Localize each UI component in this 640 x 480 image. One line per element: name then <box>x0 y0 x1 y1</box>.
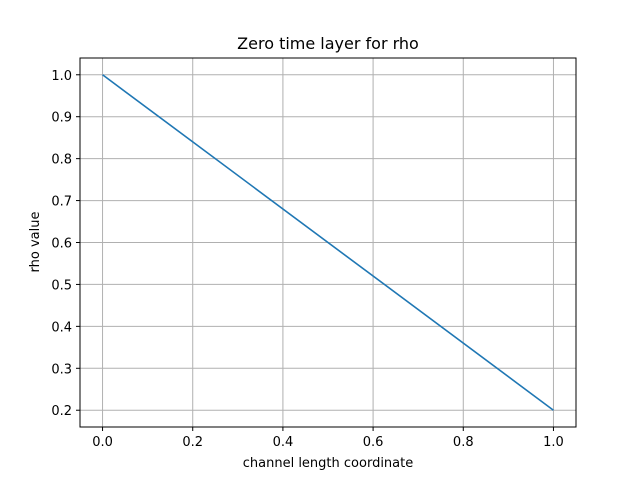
y-tick-label: 1.0 <box>51 69 72 84</box>
x-tick-label: 1.0 <box>543 435 564 450</box>
y-axis-label: rho value <box>28 212 43 273</box>
y-tick-label: 0.9 <box>51 111 72 126</box>
x-tick-label: 0.2 <box>182 435 203 450</box>
y-tick-label: 0.8 <box>51 153 72 168</box>
y-tick-label: 0.4 <box>51 320 72 335</box>
axis-ticks: 0.0 0.2 0.4 0.6 0.8 1.0 0.2 0.3 0.4 0.5 0.6 0.7 0.8 0… <box>51 69 563 450</box>
x-tick-label: 0.4 <box>273 435 294 450</box>
y-tick-label: 0.7 <box>51 195 72 210</box>
y-tick-label: 0.6 <box>51 237 72 252</box>
x-axis-label: channel length coordinate <box>243 456 413 471</box>
y-tick-label: 0.5 <box>51 278 72 293</box>
series-layer <box>102 74 554 411</box>
y-tick-label: 0.2 <box>51 404 72 419</box>
y-tick-label: 0.3 <box>51 362 72 377</box>
x-tick-label: 0.8 <box>453 435 474 450</box>
series-line <box>102 74 554 411</box>
x-tick-label: 0.6 <box>363 435 384 450</box>
chart-title: Zero time layer for rho <box>237 34 419 53</box>
x-tick-label: 0.0 <box>92 435 113 450</box>
